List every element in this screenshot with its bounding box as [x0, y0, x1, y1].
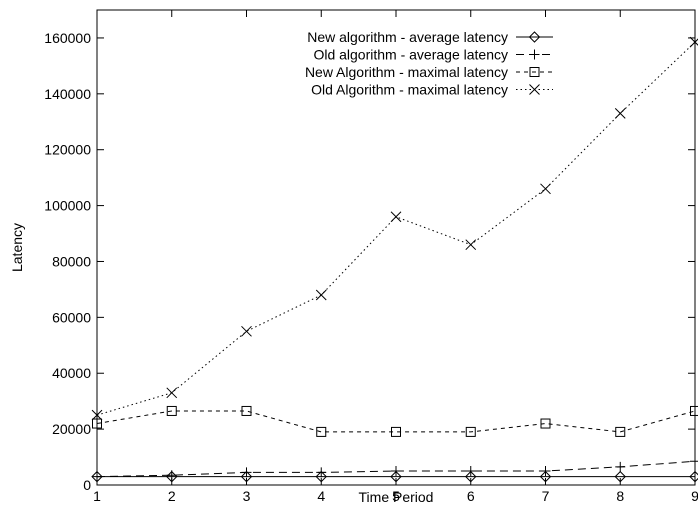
- x-tick-label: 8: [616, 488, 624, 504]
- data-point: [689, 36, 698, 48]
- data-point: [166, 387, 178, 399]
- legend-label: New Algorithm - maximal latency: [305, 64, 508, 80]
- y-tick-label: 160000: [44, 30, 91, 46]
- y-tick-label: 120000: [44, 142, 91, 158]
- x-tick-label: 1: [93, 488, 101, 504]
- ticks-layer: 0 20000 40000 60000 80000 100000 120000 140000 1…: [44, 10, 698, 504]
- x-tick-label: 9: [691, 488, 698, 504]
- x-tick-label: 3: [243, 488, 251, 504]
- legend-label: Old algorithm - average latency: [313, 47, 508, 63]
- data-point: [615, 461, 626, 472]
- data-point: [166, 470, 177, 481]
- data-point: [465, 470, 477, 483]
- data-point: [316, 467, 327, 478]
- x-tick-label: 7: [542, 488, 550, 504]
- data-point: [166, 405, 177, 416]
- legend-entry: New Algorithm - maximal latency: [305, 64, 553, 80]
- x-tick-label: 4: [317, 488, 325, 504]
- legend-entry: Old algorithm - average latency: [313, 47, 553, 63]
- y-tick-label: 20000: [52, 421, 91, 437]
- legend-marker: [529, 49, 540, 60]
- y-tick-label: 0: [83, 477, 91, 493]
- series-line: [96, 410, 696, 433]
- legend-marker: [529, 67, 540, 77]
- data-point: [391, 466, 401, 477]
- series-1: [91, 470, 698, 483]
- data-point: [614, 108, 626, 119]
- data-point: [540, 418, 551, 429]
- data-point: [615, 426, 626, 437]
- y-tick-label: 40000: [52, 365, 91, 381]
- data-point: [316, 426, 327, 437]
- legend-entry: New algorithm - average latency: [307, 29, 553, 45]
- series-layer: [91, 36, 698, 483]
- data-point: [241, 325, 252, 337]
- plot-frame: [96, 9, 696, 486]
- legend-marker: [528, 31, 541, 43]
- x-tick-label: 6: [467, 488, 475, 504]
- series-line: [96, 41, 696, 416]
- legend: New algorithm - average latency Old algor…: [305, 29, 553, 98]
- data-point: [391, 426, 401, 437]
- y-axis-label: Latency: [9, 223, 25, 272]
- data-point: [241, 467, 252, 478]
- x-tick-label: 5: [392, 488, 400, 504]
- data-point: [390, 470, 402, 483]
- legend-label: New algorithm - average latency: [307, 29, 508, 45]
- series-3: [92, 405, 698, 437]
- data-point: [614, 470, 626, 483]
- series-4: [91, 36, 698, 421]
- data-point: [315, 470, 327, 483]
- data-point: [539, 470, 552, 483]
- data-point: [241, 405, 252, 416]
- x-tick-label: 2: [168, 488, 176, 504]
- data-point: [240, 470, 253, 483]
- x-axis-label: Time Period: [359, 489, 434, 505]
- y-tick-label: 80000: [52, 253, 91, 269]
- data-point: [690, 456, 698, 467]
- data-point: [465, 426, 476, 437]
- series-2: [92, 456, 698, 482]
- data-point: [690, 405, 698, 416]
- legend-entry: Old Algorithm - maximal latency: [311, 82, 553, 98]
- data-point: [315, 289, 327, 301]
- y-tick-label: 100000: [44, 198, 91, 214]
- data-point: [465, 466, 476, 477]
- data-point: [540, 183, 551, 195]
- data-point: [540, 466, 551, 477]
- data-point: [390, 211, 402, 223]
- y-tick-label: 140000: [44, 86, 91, 102]
- legend-label: Old Algorithm - maximal latency: [311, 82, 508, 98]
- legend-marker: [529, 84, 540, 95]
- data-point: [465, 239, 477, 251]
- y-tick-label: 60000: [52, 309, 91, 325]
